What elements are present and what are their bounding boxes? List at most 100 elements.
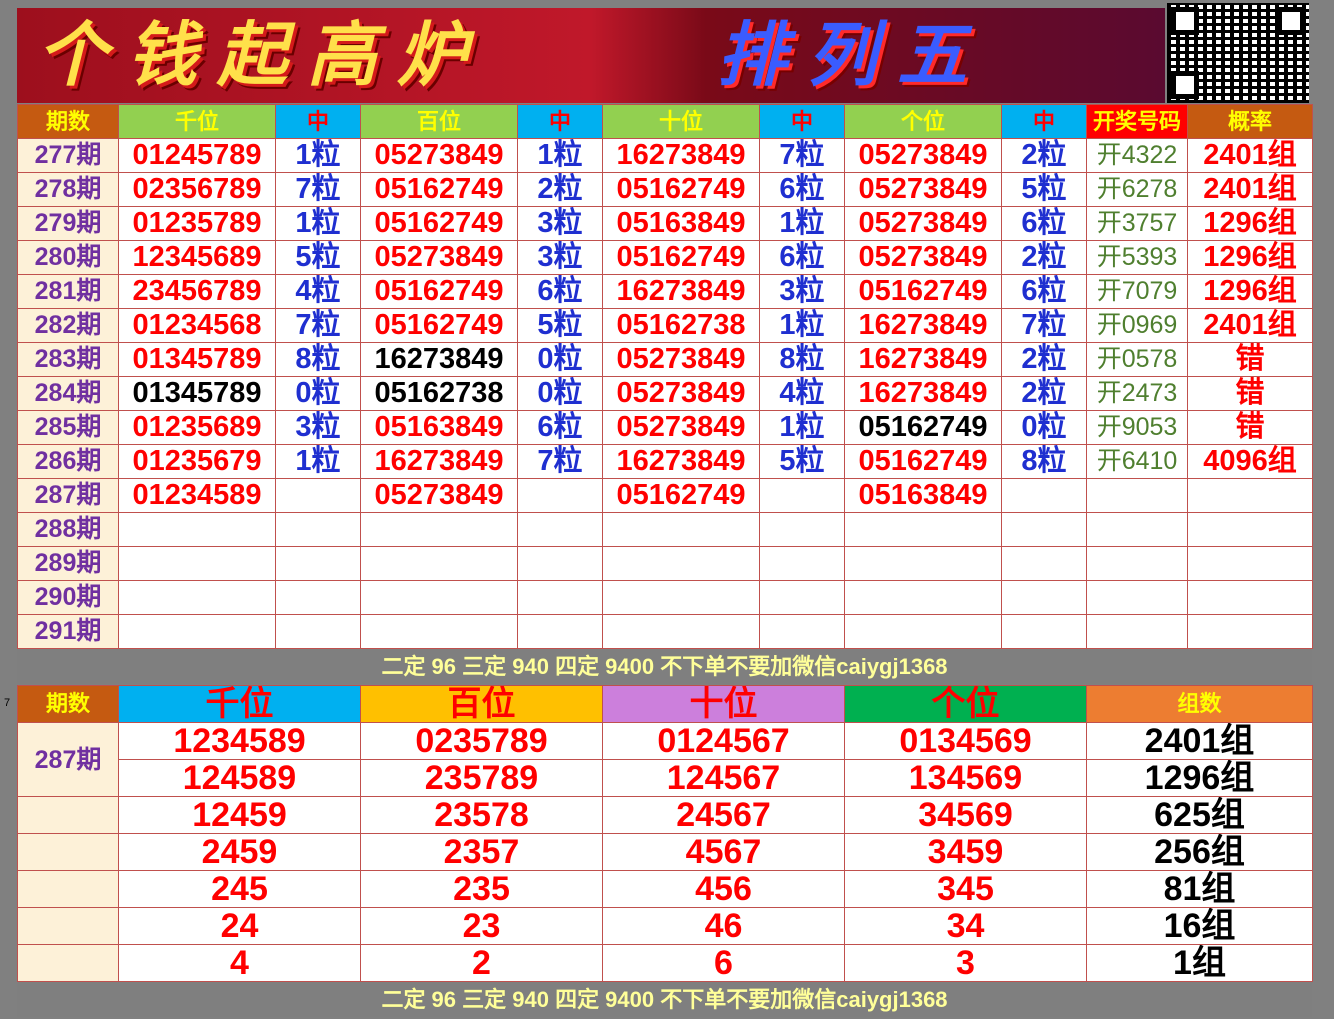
column-header: 百位 bbox=[360, 685, 603, 723]
hundreds-group-cell: 23578 bbox=[360, 796, 603, 834]
thousands-group-cell: 124589 bbox=[118, 759, 361, 797]
hundreds-numbers-cell: 16273849 bbox=[360, 444, 518, 479]
draw-result-cell: 开6278 bbox=[1086, 172, 1188, 207]
units-hit-count-cell: 0粒 bbox=[1001, 410, 1087, 445]
units-hit-count-cell: 7粒 bbox=[1001, 308, 1087, 343]
thousands-group-cell: 12459 bbox=[118, 796, 361, 834]
table-row: 4 2 6 3 1组 bbox=[17, 944, 1313, 982]
hundreds-hit-count-cell: 0粒 bbox=[517, 376, 603, 411]
column-header: 千位 bbox=[118, 685, 361, 723]
thousands-hit-count-cell: 1粒 bbox=[275, 138, 361, 173]
hundreds-numbers-cell: 05162749 bbox=[360, 308, 518, 343]
tens-hit-count-cell bbox=[759, 478, 845, 513]
thousands-numbers-cell bbox=[118, 546, 276, 581]
draw-result-cell: 开4322 bbox=[1086, 138, 1188, 173]
tens-hit-count-cell: 1粒 bbox=[759, 308, 845, 343]
table-row: 282期 01234568 7粒 05162749 5粒 05162738 1粒 162738… bbox=[17, 308, 1313, 343]
tens-group-cell: 4567 bbox=[602, 833, 845, 871]
thousands-numbers-cell: 01234568 bbox=[118, 308, 276, 343]
draw-result-cell bbox=[1086, 580, 1188, 615]
units-group-cell: 134569 bbox=[844, 759, 1087, 797]
hundreds-numbers-cell bbox=[360, 614, 518, 649]
hundreds-hit-count-cell bbox=[517, 512, 603, 547]
tens-hit-count-cell: 8粒 bbox=[759, 342, 845, 377]
units-hit-count-cell bbox=[1001, 580, 1087, 615]
group-count-cell: 256组 bbox=[1086, 833, 1313, 871]
row-number: 7 bbox=[4, 697, 11, 709]
tens-numbers-cell bbox=[602, 580, 760, 615]
tens-group-cell: 0124567 bbox=[602, 722, 845, 760]
banner-title-left: 个钱起高炉 bbox=[37, 16, 487, 94]
thousands-hit-count-cell bbox=[275, 546, 361, 581]
hundreds-hit-count-cell bbox=[517, 580, 603, 615]
thousands-numbers-cell: 12345689 bbox=[118, 240, 276, 275]
column-header: 中 bbox=[759, 104, 845, 139]
tens-hit-count-cell: 4粒 bbox=[759, 376, 845, 411]
table-row: 283期 01345789 8粒 16273849 0粒 05273849 8粒 162738… bbox=[17, 342, 1313, 377]
table-row: 278期 02356789 7粒 05162749 2粒 05162749 6粒 052738… bbox=[17, 172, 1313, 207]
prediction-table: 期数 千位中百位中十位中个位中开奖号码 概率 277期 01245789 1粒 052738… bbox=[17, 104, 1313, 649]
hundreds-group-cell: 23 bbox=[360, 907, 603, 945]
thousands-hit-count-cell bbox=[275, 580, 361, 615]
thousands-numbers-cell: 01345789 bbox=[118, 342, 276, 377]
units-numbers-cell bbox=[844, 512, 1002, 547]
draw-result-cell: 开0969 bbox=[1086, 308, 1188, 343]
units-group-cell: 3459 bbox=[844, 833, 1087, 871]
tens-hit-count-cell bbox=[759, 512, 845, 547]
thousands-numbers-cell: 01235789 bbox=[118, 206, 276, 241]
units-hit-count-cell bbox=[1001, 512, 1087, 547]
probability-cell: 错 bbox=[1187, 342, 1313, 377]
table-row: 277期 01245789 1粒 05273849 1粒 16273849 7粒 052738… bbox=[17, 138, 1313, 173]
tens-hit-count-cell: 1粒 bbox=[759, 410, 845, 445]
probability-cell: 1296组 bbox=[1187, 240, 1313, 275]
table-row: 280期 12345689 5粒 05273849 3粒 05162749 6粒 052738… bbox=[17, 240, 1313, 275]
draw-result-cell bbox=[1086, 546, 1188, 581]
draw-result-cell bbox=[1086, 478, 1188, 513]
tens-hit-count-cell: 3粒 bbox=[759, 274, 845, 309]
hundreds-group-cell: 0235789 bbox=[360, 722, 603, 760]
units-numbers-cell: 16273849 bbox=[844, 376, 1002, 411]
units-numbers-cell: 05273849 bbox=[844, 138, 1002, 173]
column-header: 中 bbox=[275, 104, 361, 139]
units-numbers-cell bbox=[844, 580, 1002, 615]
hundreds-group-cell: 235 bbox=[360, 870, 603, 908]
column-header: 个位 bbox=[844, 104, 1002, 139]
hundreds-hit-count-cell bbox=[517, 478, 603, 513]
probability-cell bbox=[1187, 546, 1313, 581]
thousands-hit-count-cell bbox=[275, 512, 361, 547]
tens-numbers-cell: 05273849 bbox=[602, 410, 760, 445]
units-hit-count-cell bbox=[1001, 614, 1087, 649]
units-numbers-cell bbox=[844, 546, 1002, 581]
thousands-group-cell: 2459 bbox=[118, 833, 361, 871]
units-numbers-cell: 16273849 bbox=[844, 308, 1002, 343]
thousands-hit-count-cell: 5粒 bbox=[275, 240, 361, 275]
thousands-hit-count-cell: 0粒 bbox=[275, 376, 361, 411]
tens-numbers-cell: 05273849 bbox=[602, 342, 760, 377]
tens-numbers-cell: 05162749 bbox=[602, 240, 760, 275]
hundreds-numbers-cell: 05162749 bbox=[360, 172, 518, 207]
hundreds-numbers-cell: 05273849 bbox=[360, 138, 518, 173]
tens-numbers-cell: 05162738 bbox=[602, 308, 760, 343]
header-row: 期数 千位中百位中十位中个位中开奖号码 概率 bbox=[17, 104, 1313, 139]
table-row: 281期 23456789 4粒 05162749 6粒 16273849 3粒 051627… bbox=[17, 274, 1313, 309]
thousands-numbers-cell bbox=[118, 512, 276, 547]
hundreds-numbers-cell bbox=[360, 512, 518, 547]
units-hit-count-cell bbox=[1001, 546, 1087, 581]
column-header: 期数 bbox=[17, 104, 119, 139]
units-hit-count-cell: 2粒 bbox=[1001, 138, 1087, 173]
thousands-hit-count-cell: 8粒 bbox=[275, 342, 361, 377]
probability-cell bbox=[1187, 580, 1313, 615]
hundreds-numbers-cell: 16273849 bbox=[360, 342, 518, 377]
units-group-cell: 3 bbox=[844, 944, 1087, 982]
thousands-numbers-cell: 01234589 bbox=[118, 478, 276, 513]
hundreds-hit-count-cell: 3粒 bbox=[517, 206, 603, 241]
hundreds-hit-count-cell bbox=[517, 614, 603, 649]
tens-numbers-cell bbox=[602, 546, 760, 581]
thousands-group-cell: 245 bbox=[118, 870, 361, 908]
hundreds-hit-count-cell bbox=[517, 546, 603, 581]
column-header: 十位 bbox=[602, 685, 845, 723]
hundreds-numbers-cell: 05162749 bbox=[360, 206, 518, 241]
table-row: 290期 bbox=[17, 580, 1313, 615]
period-cell: 285期 bbox=[17, 410, 119, 445]
thousands-numbers-cell: 01345789 bbox=[118, 376, 276, 411]
